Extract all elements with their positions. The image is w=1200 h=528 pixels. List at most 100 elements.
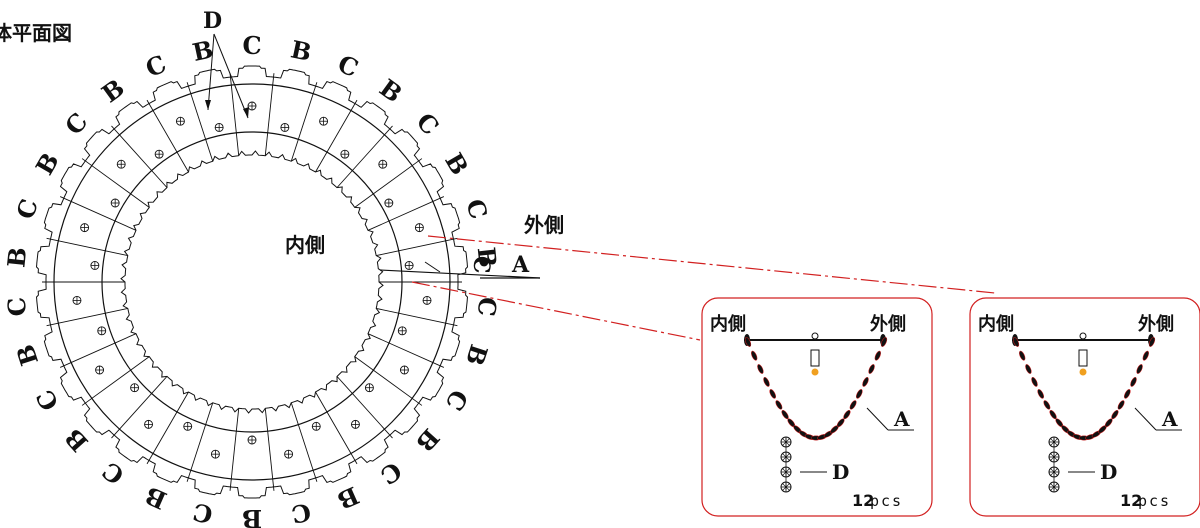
ring-spoke xyxy=(336,376,393,439)
ring-label-b: B xyxy=(1,246,32,269)
anchor-marker-icon xyxy=(175,116,185,126)
ring-spoke xyxy=(81,158,150,208)
ring-label-c: C xyxy=(190,497,215,528)
anchor-marker-icon xyxy=(116,159,126,169)
detail-panel-frame xyxy=(969,297,1200,517)
ring-spoke xyxy=(229,408,240,491)
outer-label: 外側 xyxy=(524,213,564,237)
anchor-marker-icon xyxy=(399,365,409,375)
ring-spoke xyxy=(367,333,445,368)
chain-a xyxy=(1012,337,1156,441)
ring-spoke xyxy=(367,196,445,231)
anchor-marker-icon xyxy=(210,449,220,459)
detail-label-a: A xyxy=(893,407,910,431)
ring-label-b: B xyxy=(288,34,314,67)
ring-spoke xyxy=(264,408,275,491)
anchor-marker-icon xyxy=(80,223,90,233)
inner-ring-edge xyxy=(120,150,384,414)
ring-spoke xyxy=(146,391,189,465)
anchor-marker-icon xyxy=(247,101,257,111)
ring-label-c: C xyxy=(439,385,474,416)
ring-spoke xyxy=(376,307,458,327)
ring-spoke xyxy=(376,237,458,257)
ring-label-c: C xyxy=(1,296,32,318)
ring-spoke xyxy=(336,125,393,188)
anchor-marker-icon xyxy=(95,365,105,375)
inner-circle xyxy=(101,131,403,433)
anchor-marker-icon xyxy=(72,295,82,305)
ring-label-c: C xyxy=(242,31,261,60)
detail-outer-label: 外側 xyxy=(1138,313,1174,335)
detail-outer-label: 外側 xyxy=(870,313,906,335)
detail-label-a: A xyxy=(1161,407,1178,431)
anchor-marker-icon xyxy=(319,116,329,126)
center-label-inner: 内側 xyxy=(285,233,325,257)
callout-d-top-label: D xyxy=(203,8,222,34)
anchor-marker-icon xyxy=(154,149,164,159)
ring-label-c: C xyxy=(472,296,503,318)
ring-spoke xyxy=(146,99,189,173)
ring-spoke xyxy=(46,237,128,257)
detail-label-d: D xyxy=(1100,460,1117,484)
weight-stack-d xyxy=(780,436,792,493)
anchor-marker-icon xyxy=(110,198,120,208)
ring-spoke xyxy=(186,402,214,482)
ring-label-b: B xyxy=(374,73,407,108)
ring-label-c: C xyxy=(460,195,493,222)
anchor-marker-icon xyxy=(284,449,294,459)
anchor-marker-icon xyxy=(183,421,193,431)
ring-label-b: B xyxy=(242,504,262,528)
ring-spoke xyxy=(229,73,240,156)
anchor-marker-icon xyxy=(384,198,394,208)
anchor-marker-icon xyxy=(311,421,321,431)
anchor-marker-icon xyxy=(404,261,414,270)
anchor-marker-icon xyxy=(414,223,424,233)
leader-lines xyxy=(411,235,996,341)
callout-a: A xyxy=(379,252,541,279)
ring-label-b: B xyxy=(10,341,44,369)
ring-label-b: B xyxy=(460,341,494,369)
ring-label-c: C xyxy=(30,385,65,416)
anchor-marker-icon xyxy=(97,326,107,336)
anchor-marker-icon xyxy=(280,123,290,132)
anchor-marker-icon xyxy=(340,149,350,159)
ring-spoke xyxy=(290,82,318,162)
ring-label-b: B xyxy=(141,481,171,516)
ring-spoke xyxy=(59,196,137,231)
ring-spoke xyxy=(264,73,275,156)
ring-label-c: C xyxy=(10,195,43,222)
ring-label-c: C xyxy=(375,456,408,491)
detail-panel-frame xyxy=(701,297,933,517)
ring-label-b: B xyxy=(96,73,129,108)
callout-a-label: A xyxy=(511,252,530,278)
hanging-weight-icon xyxy=(1078,332,1088,377)
anchor-marker-icon xyxy=(378,159,388,169)
detail-inner-label: 内側 xyxy=(978,313,1014,335)
detail-inner-label: 内側 xyxy=(710,313,746,335)
ring-label-b: B xyxy=(30,148,65,180)
anchor-marker-icon xyxy=(144,419,153,429)
ring-label-c: C xyxy=(59,107,93,141)
callout-d-top: D xyxy=(203,8,249,119)
detail-label-d: D xyxy=(832,460,849,484)
anchor-marker-icon xyxy=(422,295,432,305)
ring-spoke xyxy=(354,356,423,406)
ring-label-b: B xyxy=(439,148,474,180)
ring-spoke xyxy=(111,376,168,439)
ring-label-b: B xyxy=(59,423,94,457)
anchor-marker-icon xyxy=(90,261,100,270)
plan-title: 体平面図 xyxy=(0,21,72,45)
hanging-weight-icon xyxy=(810,332,820,377)
ring-spoke xyxy=(315,99,358,173)
anchor-marker-icon xyxy=(364,383,374,393)
ring-label-c: C xyxy=(334,49,363,83)
ring-label-c: C xyxy=(97,456,130,491)
ring-spoke xyxy=(81,356,150,406)
chain-a xyxy=(744,337,888,441)
detail-count-unit: pcs xyxy=(1138,492,1171,510)
ring-spoke xyxy=(354,158,423,208)
ring-spoke xyxy=(315,391,358,465)
